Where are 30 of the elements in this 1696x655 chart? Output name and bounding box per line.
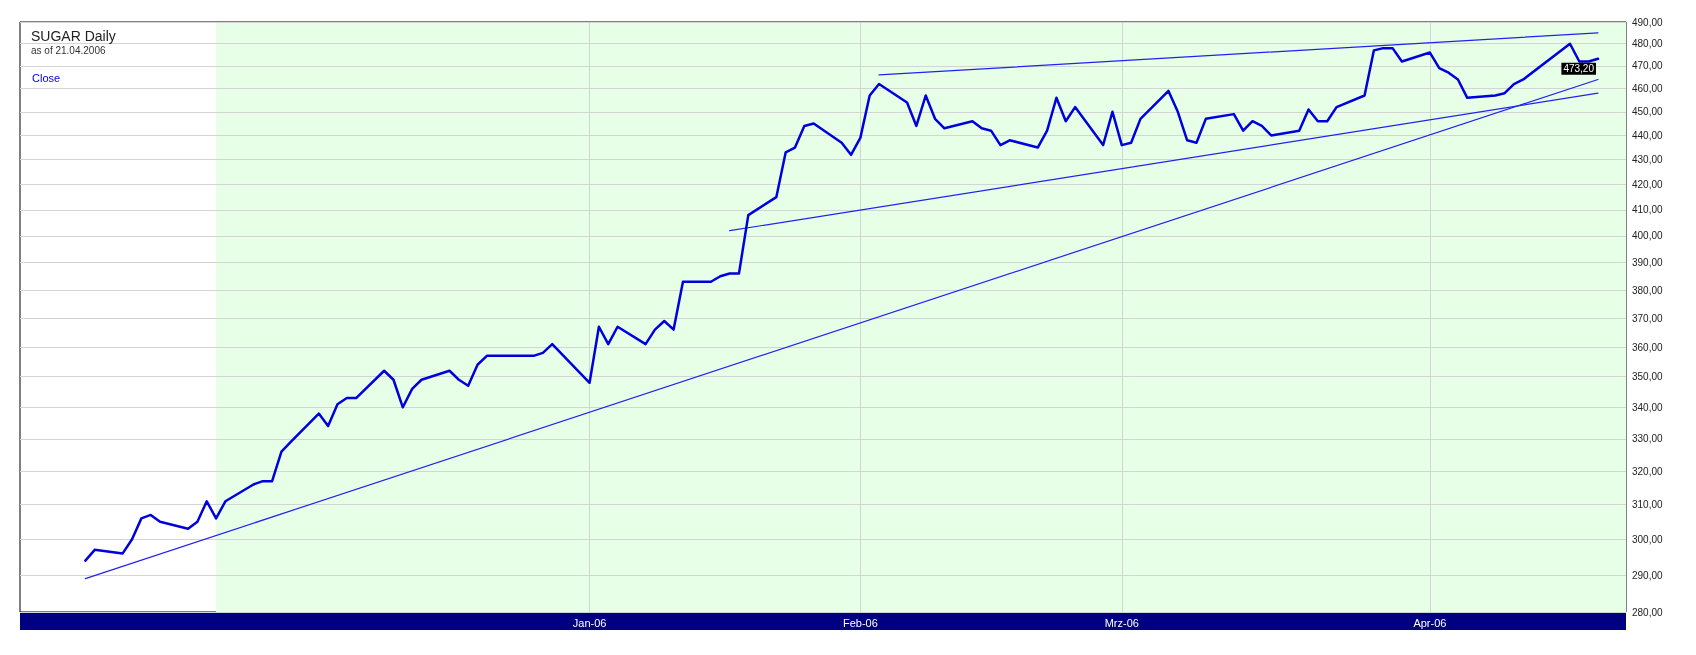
x-tick-label: Mrz-06 bbox=[1104, 616, 1139, 629]
y-tick-label: 410,00 bbox=[1632, 204, 1664, 216]
y-tick-label: 490,00 bbox=[1632, 16, 1664, 28]
x-tick-label: Feb-06 bbox=[842, 616, 878, 629]
y-tick-label: 400,00 bbox=[1632, 230, 1664, 242]
y-tick-label: 290,00 bbox=[1632, 569, 1664, 581]
y-tick-label: 340,00 bbox=[1632, 401, 1664, 413]
y-tick-label: 370,00 bbox=[1632, 312, 1664, 324]
x-tick-label: Jan-06 bbox=[572, 616, 607, 629]
chart-title: SUGAR Daily bbox=[31, 28, 116, 44]
text: Close bbox=[32, 72, 61, 84]
y-tick-label: 440,00 bbox=[1632, 129, 1664, 141]
y-tick-label: 310,00 bbox=[1632, 499, 1664, 511]
y-tick-label: 390,00 bbox=[1632, 257, 1664, 269]
y-tick-label: 420,00 bbox=[1632, 179, 1664, 191]
y-tick-label: 450,00 bbox=[1632, 106, 1664, 118]
annotation: 473,20 bbox=[1563, 63, 1595, 75]
x-tick-label: Apr-06 bbox=[1413, 616, 1447, 629]
y-tick-label: 470,00 bbox=[1632, 60, 1664, 72]
y-tick-label: 360,00 bbox=[1632, 341, 1664, 353]
y-tick-label: 320,00 bbox=[1632, 465, 1664, 477]
y-tick-label: 280,00 bbox=[1632, 606, 1664, 618]
y-tick-label: 480,00 bbox=[1632, 38, 1664, 50]
y-tick-label: 460,00 bbox=[1632, 83, 1664, 95]
text: as of 21.04.2006 bbox=[31, 44, 106, 56]
y-tick-label: 430,00 bbox=[1632, 154, 1664, 166]
y-tick-label: 380,00 bbox=[1632, 284, 1664, 296]
y-tick-label: 350,00 bbox=[1632, 371, 1664, 383]
y-tick-label: 300,00 bbox=[1632, 533, 1664, 545]
y-tick-label: 330,00 bbox=[1632, 433, 1664, 445]
